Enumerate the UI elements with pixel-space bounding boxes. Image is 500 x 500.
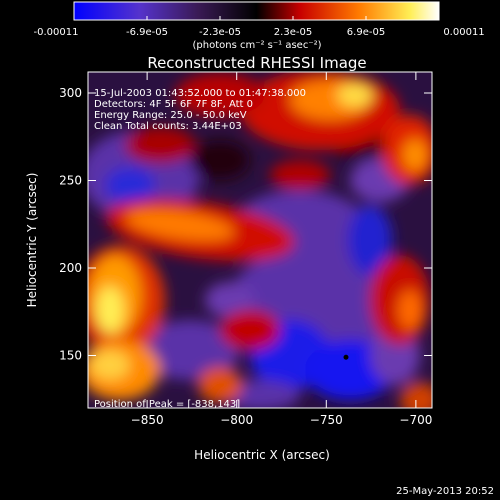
colorbar-tick-label: -0.00011 — [34, 27, 79, 38]
colorbar-tick-label: -6.9e-05 — [126, 27, 168, 38]
y-tick-label: 250 — [59, 174, 82, 188]
colorbar-unit-label: (photons cm⁻² s⁻¹ asec⁻²) — [192, 40, 321, 51]
heatmap-image — [88, 72, 432, 408]
clean-counts-text: Clean Total counts: 3.44E+03 — [94, 121, 242, 132]
x-tick-label: −700 — [399, 413, 432, 427]
colorbar — [73, 1, 440, 21]
x-axis-ticks — [146, 72, 417, 408]
x-axis-label: Heliocentric X (arcsec) — [194, 448, 330, 462]
y-tick-label: 150 — [59, 349, 82, 363]
plot-frame — [87, 71, 433, 409]
peak-marker — [343, 354, 349, 360]
y-tick-label: 200 — [59, 261, 82, 275]
colorbar-tick-label: -2.3e-05 — [199, 27, 241, 38]
info-annotations: 15-Jul-2003 01:43:52.000 to 01:47:38.000… — [94, 88, 306, 410]
colorbar-tick-label: 2.3e-05 — [274, 27, 312, 38]
colorbar-ticks — [73, 16, 440, 20]
energy-range-text: Energy Range: 25.0 - 50.0 keV — [94, 110, 247, 121]
colorbar-tick-labels: -0.00011 -6.9e-05 -2.3e-05 2.3e-05 6.9e-… — [34, 27, 485, 38]
y-axis-label: Heliocentric Y (arcsec) — [25, 173, 39, 308]
chart-title: Reconstructed RHESSI Image — [147, 54, 366, 72]
time-range-text: 15-Jul-2003 01:43:52.000 to 01:47:38.000 — [94, 88, 306, 99]
y-tick-label: 300 — [59, 86, 82, 100]
y-axis-tick-labels: 150 200 250 300 — [59, 86, 82, 363]
x-tick-label: −750 — [310, 413, 343, 427]
x-tick-label: −800 — [220, 413, 253, 427]
detectors-text: Detectors: 4F 5F 6F 7F 8F, Att 0 — [94, 99, 253, 110]
colorbar-tick-label: 0.00011 — [443, 27, 484, 38]
peak-position-text: Position of Peak = [-838,143] — [94, 399, 240, 410]
x-tick-label: −850 — [131, 413, 164, 427]
y-axis-ticks — [88, 92, 432, 356]
x-axis-tick-labels: −850 −800 −750 −700 — [131, 413, 433, 427]
colorbar-tick-label: 6.9e-05 — [347, 27, 385, 38]
footer-date: 25-May-2013 20:52 — [396, 486, 494, 497]
